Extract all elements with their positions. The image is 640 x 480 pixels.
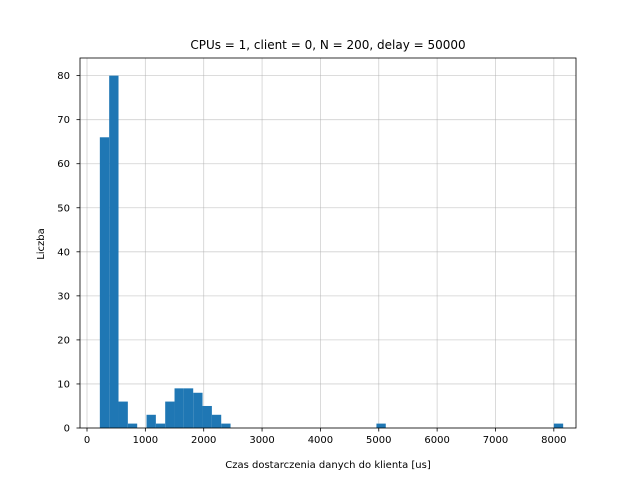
y-tick-label: 10: [57, 379, 70, 390]
grid-lines: [80, 58, 576, 429]
x-tick-label: 5000: [366, 435, 391, 446]
x-tick-label: 8000: [541, 435, 566, 446]
histogram-bar: [221, 423, 231, 428]
x-tick-label: 0: [84, 435, 90, 446]
y-tick-label: 50: [57, 203, 70, 214]
y-tick-label: 60: [57, 159, 70, 170]
x-axis-ticks: 0 1000 2000 3000 4000 5000 6000 7000 8000: [84, 428, 567, 446]
x-tick-label: 4000: [308, 435, 333, 446]
histogram-bar: [202, 405, 212, 428]
histogram-bars: [99, 75, 564, 429]
x-tick-label: 7000: [483, 435, 508, 446]
x-tick-label: 1000: [133, 435, 158, 446]
histogram-bar: [109, 75, 119, 428]
histogram-bar: [165, 401, 175, 428]
histogram-bar: [553, 423, 564, 428]
y-axis-ticks: 0 10 20 30 40 50 60 70 80: [57, 71, 80, 435]
histogram-bar: [183, 388, 194, 428]
histogram-bar: [118, 401, 128, 428]
histogram-bar: [127, 423, 138, 428]
chart-title: CPUs = 1, client = 0, N = 200, delay = 5…: [190, 38, 465, 52]
histogram-bar: [376, 423, 386, 428]
histogram-bar: [99, 137, 110, 429]
histogram-bar: [193, 392, 203, 428]
x-tick-label: 6000: [424, 435, 449, 446]
histogram-bar: [211, 414, 222, 428]
x-tick-label: 2000: [191, 435, 216, 446]
plot-frame: [79, 57, 577, 429]
histogram-bar: [174, 388, 184, 428]
y-tick-label: 30: [57, 291, 70, 302]
y-tick-label: 40: [57, 247, 70, 258]
y-tick-label: 80: [57, 71, 70, 82]
x-tick-label: 3000: [249, 435, 274, 446]
y-tick-label: 0: [64, 424, 70, 435]
histogram-bar: [146, 414, 156, 428]
x-axis-label: Czas dostarczenia danych do klienta [us]: [225, 460, 431, 471]
y-axis-label: Liczba: [36, 228, 47, 260]
y-tick-label: 70: [57, 115, 70, 126]
y-tick-label: 20: [57, 335, 70, 346]
histogram-bar: [155, 423, 166, 428]
